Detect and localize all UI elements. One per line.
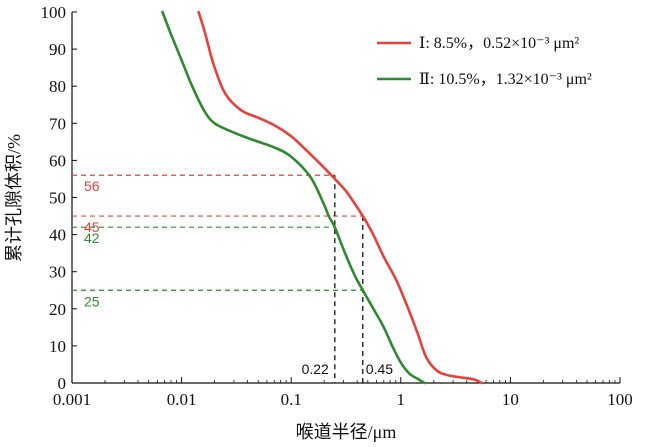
series-line-1 [197,10,484,385]
y-tick-label: 10 [49,337,66,356]
axes [71,11,621,384]
reference-label-56: 56 [84,178,100,194]
y-tick-label: 0 [58,374,67,393]
x-tick-label: 100 [607,390,633,409]
y-tick-label: 40 [49,226,66,245]
legend: Ⅰ: 8.5%，0.52×10⁻³ μm² Ⅱ: 10.5%，1.32×10⁻³ … [377,35,592,88]
vertical-label-0.45: 0.45 [366,361,393,377]
legend-label-2: Ⅱ: 10.5%，1.32×10⁻³ μm² [419,71,592,88]
tick-labels: 0.001 0.01 0.1 1 10 100 0 10 20 30 40 50 60 70 80 90 100 [41,3,633,409]
y-tick-label: 30 [49,263,66,282]
y-tick-label: 20 [49,300,66,319]
y-tick-label: 90 [49,40,66,59]
vertical-label-0.22: 0.22 [302,361,329,377]
x-tick-label: 0.1 [281,390,302,409]
legend-label-1: Ⅰ: 8.5%，0.52×10⁻³ μm² [419,35,579,52]
y-tick-label: 50 [49,189,66,208]
y-tick-label: 80 [49,77,66,96]
y-tick-label: 100 [41,3,67,22]
x-tick-label: 0.01 [167,390,197,409]
x-tick-label: 0.001 [53,390,91,409]
y-tick-label: 70 [49,114,66,133]
reference-label-45: 45 [84,219,100,235]
y-tick-label: 60 [49,151,66,170]
reference-label-42: 42 [84,230,100,246]
x-axis-title: 喉道半径/μm [296,422,397,442]
reference-lines [72,174,364,383]
y-axis-title: 累计孔隙体积/% [4,134,24,262]
reference-label-25: 25 [84,293,100,309]
series-line-2 [161,10,426,385]
x-tick-label: 1 [397,390,406,409]
series-lines [161,10,484,385]
x-tick-label: 10 [502,390,519,409]
